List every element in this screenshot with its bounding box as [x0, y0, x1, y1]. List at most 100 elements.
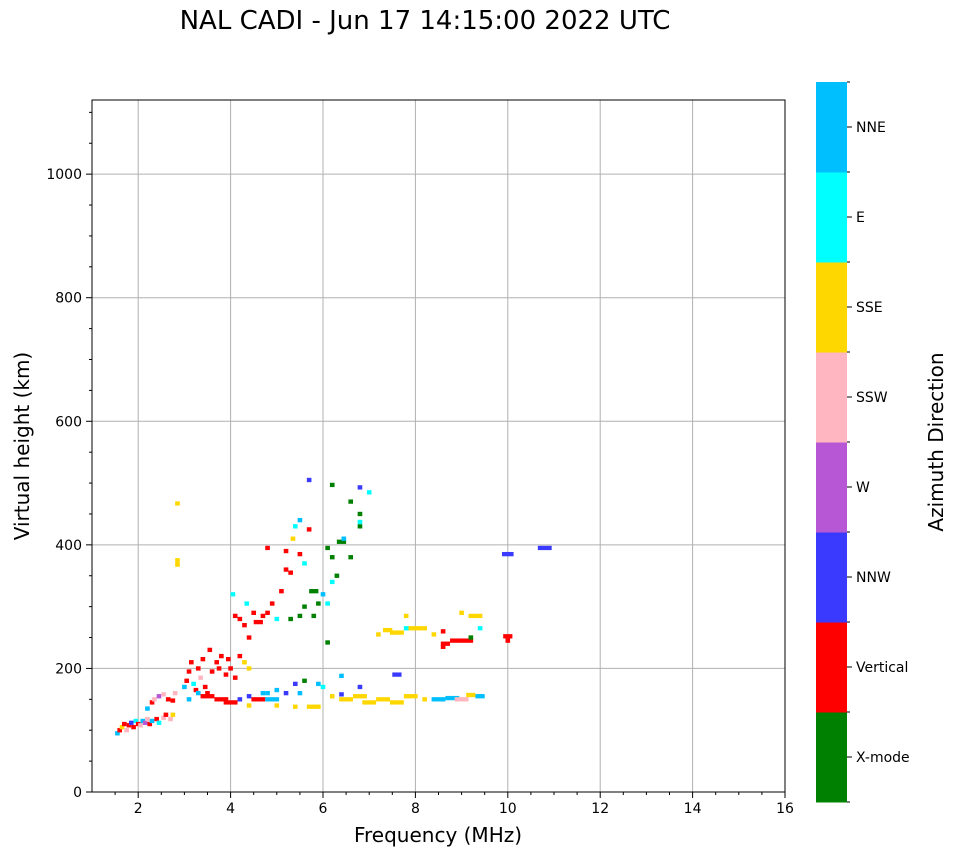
colorbar-segment-x-mode	[816, 712, 847, 803]
data-point-vertical	[207, 647, 213, 653]
data-point-vertical	[147, 721, 153, 727]
data-point-nne	[475, 694, 485, 699]
data-point-e	[191, 681, 196, 687]
data-point-vertical	[306, 527, 312, 532]
data-point-sse	[306, 704, 321, 709]
colorbar-tick-label: E	[856, 210, 865, 226]
x-tick-label: 16	[776, 801, 794, 817]
colorbar-tick-label: SSW	[856, 390, 888, 406]
data-point-vertical	[184, 678, 190, 683]
data-point-sse	[403, 613, 409, 619]
colorbar-tick-label: SSE	[856, 300, 883, 316]
data-points	[115, 477, 552, 736]
y-tick-label: 0	[73, 785, 82, 801]
colorbar-tick-label: NNW	[856, 570, 891, 586]
data-point-vertical	[283, 567, 289, 572]
data-point-nne	[339, 673, 344, 679]
data-point-e	[274, 616, 280, 622]
data-point-ssw	[152, 697, 157, 702]
data-point-vertical	[246, 635, 252, 640]
data-point-vertical	[297, 551, 303, 557]
data-point-x-mode	[348, 555, 354, 560]
data-point-vertical	[237, 616, 243, 622]
data-point-x-mode	[348, 499, 354, 504]
data-point-sse	[422, 626, 427, 631]
data-point-vertical	[189, 660, 194, 665]
data-point-e	[133, 718, 139, 724]
data-point-sse	[362, 700, 377, 705]
data-point-nnw	[292, 681, 298, 687]
data-point-vertical	[200, 656, 206, 662]
data-point-nnw	[537, 545, 552, 551]
data-point-vertical	[265, 545, 270, 551]
data-point-nne	[195, 690, 201, 696]
data-point-sse	[329, 694, 335, 699]
data-point-w	[142, 720, 148, 725]
data-point-x-mode	[468, 635, 474, 640]
data-point-sse	[246, 666, 252, 671]
data-point-e	[156, 720, 162, 725]
data-point-vertical	[253, 619, 263, 625]
data-point-vertical	[149, 700, 155, 705]
data-point-e	[329, 579, 335, 585]
data-point-vertical	[126, 723, 132, 728]
data-point-e	[366, 490, 372, 495]
data-point-ssw	[161, 715, 166, 721]
data-point-vertical	[216, 666, 222, 671]
data-point-sse	[170, 712, 176, 717]
data-point-ssw	[124, 728, 129, 733]
y-axis-label: Virtual height (km)	[10, 352, 34, 541]
data-point-nne	[260, 690, 266, 696]
colorbar-segment-w	[816, 442, 847, 533]
data-point-vertical	[163, 712, 169, 717]
data-point-x-mode	[329, 555, 335, 560]
data-point-e	[292, 524, 298, 529]
y-tick-label: 200	[55, 661, 82, 677]
data-point-vertical	[242, 623, 247, 628]
data-point-vertical	[225, 656, 231, 662]
data-point-sse	[274, 703, 280, 708]
y-tick-label: 1000	[46, 167, 82, 183]
data-point-nne	[145, 706, 150, 711]
data-point-vertical	[288, 570, 293, 575]
data-point-sse	[389, 630, 404, 635]
data-point-sse	[376, 632, 381, 637]
data-point-ssw	[198, 675, 203, 680]
data-point-sse	[339, 697, 354, 702]
data-point-vertical	[205, 690, 210, 696]
data-point-vertical	[165, 697, 171, 702]
x-tick-label: 14	[684, 801, 702, 817]
data-point-nnw	[306, 477, 312, 483]
data-point-x-mode	[357, 524, 363, 529]
data-point-x-mode	[325, 640, 330, 645]
data-point-nnw	[283, 690, 289, 696]
data-point-e	[302, 561, 307, 566]
data-point-e	[230, 592, 236, 597]
y-tick-label: 800	[55, 291, 82, 307]
y-tick-label: 400	[55, 538, 82, 554]
x-tick-label: 6	[319, 801, 328, 817]
data-point-sse	[246, 703, 252, 708]
data-point-sse	[431, 632, 437, 637]
data-point-nne	[431, 697, 446, 702]
data-point-nne	[445, 695, 460, 701]
data-point-sse	[408, 626, 423, 631]
x-tick-label: 12	[591, 801, 609, 817]
data-point-ssw	[172, 690, 178, 696]
colorbar-segment-nnw	[816, 532, 847, 623]
data-point-vertical	[251, 610, 257, 615]
data-point-nne	[115, 731, 120, 736]
data-point-vertical	[505, 638, 511, 643]
colorbar-tick-label: NNE	[856, 120, 886, 136]
data-point-vertical	[237, 653, 243, 659]
data-point-x-mode	[325, 545, 330, 551]
data-point-vertical	[283, 548, 289, 554]
data-point-vertical	[232, 675, 238, 680]
data-point-nne	[341, 536, 347, 541]
data-point-sse	[242, 660, 247, 665]
data-point-x-mode	[311, 613, 317, 619]
data-point-e	[320, 684, 326, 690]
data-point-x-mode	[297, 613, 303, 619]
colorbar-segment-e	[816, 172, 847, 263]
